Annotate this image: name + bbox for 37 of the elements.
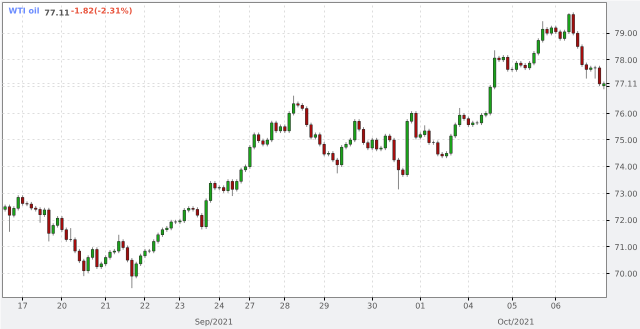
x-tick-label: 01 — [415, 302, 426, 310]
x-tick-label: 24 — [214, 302, 224, 310]
x-tick-label: 29 — [319, 302, 330, 310]
x-tick-label: 21 — [100, 302, 111, 310]
candlestick — [598, 65, 602, 87]
candlestick — [152, 238, 156, 254]
x-tick-label: 06 — [550, 302, 561, 310]
text: Sep/2021 — [194, 318, 233, 326]
candlestick — [427, 128, 431, 146]
candlestick — [514, 60, 518, 72]
candlestick — [8, 204, 12, 232]
x-tick-label: 27 — [244, 302, 255, 310]
x-tick-label: 28 — [280, 302, 290, 310]
y-tick-label: 76.00 — [614, 109, 638, 118]
x-tick-label: 05 — [507, 302, 518, 310]
text: 77.11 — [44, 8, 70, 18]
x-tick-label: 22 — [140, 302, 150, 310]
y-tick-label: 77.11 — [614, 80, 638, 89]
candlestick — [226, 178, 230, 194]
candlestick — [480, 112, 484, 126]
text: Oct/2021 — [497, 318, 534, 326]
text: WTI oil — [8, 6, 40, 16]
x-tick-label: 04 — [463, 302, 474, 310]
y-tick-label: 73.00 — [614, 189, 638, 198]
y-tick-label: 71.00 — [614, 242, 638, 252]
y-tick-label: 70.00 — [614, 269, 638, 278]
y-tick-label: 75.00 — [614, 136, 638, 145]
x-tick-label: 17 — [18, 302, 28, 310]
annotation: -1.82(-2.31%) — [70, 6, 132, 16]
x-tick-label: 20 — [56, 302, 68, 310]
y-tick-label: 78.00 — [614, 56, 638, 65]
candlestick — [108, 249, 112, 260]
y-tick-label: 79.00 — [614, 29, 638, 38]
y-tick-label: 74.00 — [614, 162, 638, 172]
x-tick-label: 23 — [174, 302, 186, 310]
y-tick-label: 72.00 — [614, 216, 638, 226]
x-tick-label: 30 — [367, 302, 378, 310]
